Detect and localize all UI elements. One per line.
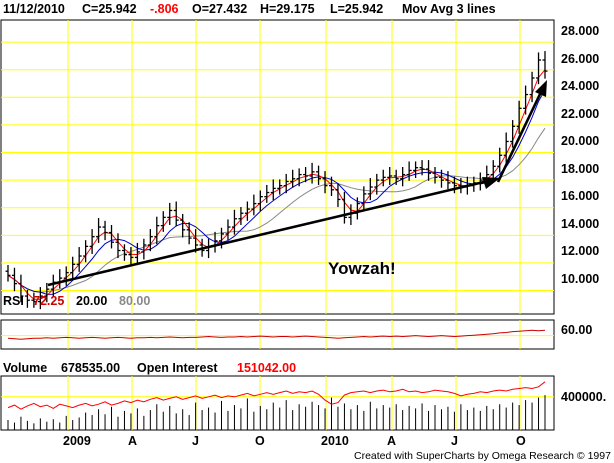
header-change: -.806: [150, 2, 179, 16]
moving-average-slow: [7, 127, 546, 293]
rsi-line: [7, 329, 546, 340]
open-interest-label: Open Interest: [137, 361, 218, 375]
series-lines: [7, 69, 546, 410]
header-high: H=29.175: [260, 2, 315, 16]
header-open: O=27.432: [192, 2, 247, 16]
x-tick-label: 2009: [63, 434, 91, 448]
price-bars: [5, 51, 548, 310]
rsi-high: 80.00: [119, 294, 150, 308]
x-tick-label: A: [128, 434, 137, 448]
open-interest-value: 151042.00: [237, 361, 296, 375]
y-tick-label: 20.000: [561, 134, 599, 148]
header-close: C=25.942: [82, 2, 137, 16]
open-interest-line: [7, 381, 546, 410]
y-tick-label: 28.000: [561, 24, 599, 38]
y-tick-label: 26.000: [561, 52, 599, 66]
y-tick-label: 14.000: [561, 217, 599, 231]
grid: [1, 20, 554, 430]
y-tick-label: 12.000: [561, 244, 599, 258]
volume-value: 678535.00: [61, 361, 120, 375]
price-panel: [0, 19, 555, 315]
yowzah-annotation: Yowzah!: [328, 259, 396, 278]
volume-label: Volume: [3, 361, 47, 375]
x-tick-label: A: [387, 434, 396, 448]
y-tick-label: 18.000: [561, 162, 599, 176]
trend-arrows: [47, 80, 547, 287]
footer-credit: Created with SuperCharts by Omega Resear…: [354, 450, 611, 462]
volume-panel: [0, 375, 555, 431]
x-tick-label: O: [516, 434, 526, 448]
header-study: Mov Avg 3 lines: [402, 2, 496, 16]
rsi-label: RSI: [3, 294, 24, 308]
header-date: 11/12/2010: [3, 2, 65, 16]
rsi-value: 72.25: [33, 294, 64, 308]
x-tick-label: J: [451, 434, 458, 448]
volume-tick-label: 400000.: [561, 390, 606, 404]
rsi-panel: [0, 319, 555, 350]
volume-bars: [7, 395, 546, 430]
x-tick-label: O: [255, 434, 265, 448]
header-low: L=25.942: [330, 2, 383, 16]
time-axis: 2009 A J O 2010 A J O: [63, 434, 526, 448]
rsi-tick-label: 60.00: [561, 323, 592, 337]
y-tick-label: 10.000: [561, 272, 599, 286]
x-tick-label: 2010: [321, 434, 349, 448]
rsi-low: 20.00: [76, 294, 107, 308]
x-tick-label: J: [192, 434, 199, 448]
moving-average-fast: [7, 69, 546, 300]
y-tick-label: 22.000: [561, 107, 599, 121]
price-axis: 28.000 26.000 24.000 22.000 20.000 18.00…: [561, 24, 599, 286]
y-tick-label: 24.000: [561, 79, 599, 93]
y-tick-label: 16.000: [561, 189, 599, 203]
moving-average-mid: [7, 89, 546, 295]
